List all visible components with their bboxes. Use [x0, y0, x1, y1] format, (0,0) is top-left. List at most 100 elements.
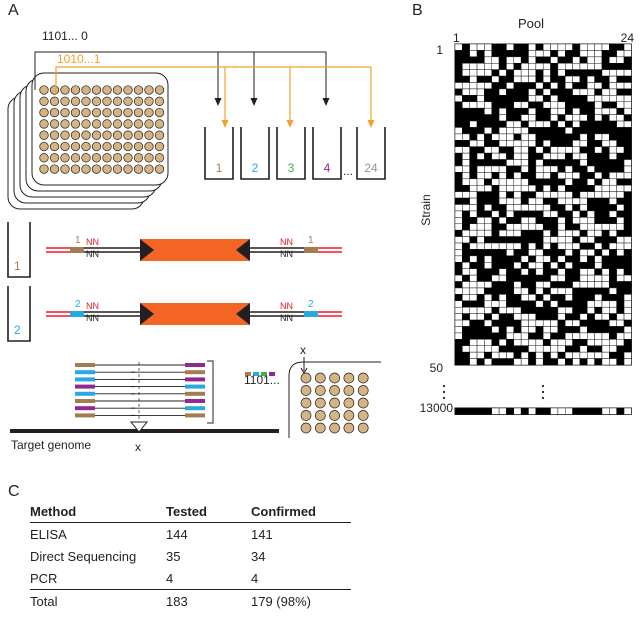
matrix-cell	[601, 69, 610, 77]
matrix-cell	[550, 114, 559, 122]
matrix-cell	[506, 178, 515, 186]
plate-well	[133, 130, 144, 140]
matrix-cell	[506, 287, 515, 295]
plate-well	[112, 153, 123, 163]
matrix-cell	[579, 69, 588, 77]
matrix-cell	[579, 172, 588, 180]
matrix-cell	[520, 281, 529, 289]
matrix-cell	[535, 223, 544, 231]
matrix-cell	[557, 351, 566, 359]
matrix-cell	[609, 268, 617, 276]
matrix-cell	[550, 339, 559, 346]
matrix-cell	[616, 326, 625, 334]
matrix-cell	[535, 82, 544, 90]
matrix-cell	[498, 178, 507, 186]
matrix-cell	[491, 242, 500, 250]
matrix-cell	[565, 332, 573, 340]
matrix-cell	[469, 75, 478, 83]
barcode-segment	[70, 311, 84, 317]
matrix-cell	[565, 120, 573, 128]
plate-well	[112, 141, 123, 152]
small-plate-well	[314, 410, 326, 421]
matrix-cell	[498, 332, 507, 340]
matrix-cell	[520, 140, 529, 147]
matrix-cell	[572, 140, 581, 147]
matrix-cell	[542, 69, 551, 77]
matrix-cell	[579, 50, 588, 58]
matrix-cell	[528, 184, 537, 192]
matrix-cell	[594, 242, 603, 250]
matrix-cell	[469, 268, 478, 276]
matrix-cell	[491, 274, 500, 282]
matrix-cell	[557, 120, 566, 128]
pool-tube-label: 3	[288, 161, 295, 175]
plate-well	[102, 153, 112, 163]
matrix-cell	[462, 146, 470, 154]
matrix-cell	[579, 159, 588, 167]
matrix-cell	[623, 101, 632, 109]
plate-well	[133, 164, 144, 174]
matrix-cell	[565, 255, 573, 263]
matrix-cell	[579, 146, 588, 154]
matrix-cell	[513, 133, 522, 141]
matrix-cell	[572, 172, 581, 180]
matrix-cell	[462, 172, 470, 180]
matrix-cell	[462, 294, 470, 302]
read-barcode-right	[185, 370, 205, 375]
matrix-cell	[498, 294, 507, 302]
matrix-cell	[542, 204, 551, 212]
matrix-cell	[506, 306, 515, 314]
nn-label: NN	[86, 237, 99, 247]
matrix-cell	[587, 281, 595, 289]
matrix-cell	[506, 50, 515, 58]
matrix-cell	[601, 339, 610, 346]
matrix-cell	[594, 319, 603, 327]
matrix-cell	[454, 345, 463, 353]
matrix-cell	[484, 82, 492, 90]
small-plate-wells	[300, 372, 369, 434]
matrix-cell	[528, 287, 537, 295]
matrix-cell	[484, 300, 492, 308]
matrix-cell	[616, 281, 625, 289]
matrix-cell	[476, 351, 485, 359]
matrix-cell	[491, 101, 500, 109]
barcode-label: 1	[75, 235, 81, 246]
matrix-cell	[616, 133, 625, 141]
plate-well	[154, 130, 165, 140]
matrix-cell	[462, 281, 470, 289]
matrix-cell	[557, 191, 566, 199]
matrix-cell	[484, 165, 492, 173]
matrix-cell	[469, 249, 478, 257]
matrix-cell	[557, 294, 566, 302]
matrix-cell	[557, 165, 566, 173]
plate-well	[154, 85, 165, 95]
matrix-cell	[469, 242, 478, 250]
matrix-cell	[572, 75, 581, 83]
matrix-cell	[557, 114, 566, 122]
matrix-cell	[572, 50, 581, 58]
table-row: Direct Sequencing 35 34	[30, 545, 351, 567]
matrix-cell	[609, 172, 617, 180]
matrix-cell	[491, 306, 500, 314]
matrix-cell	[528, 326, 537, 334]
matrix-cell	[498, 50, 507, 58]
matrix-cell	[462, 339, 470, 346]
matrix-cell	[528, 223, 537, 231]
matrix-cell	[535, 120, 544, 128]
matrix-cell	[513, 229, 522, 237]
matrix-cell	[462, 120, 470, 128]
matrix-cell	[601, 107, 610, 115]
table-total-row: Total 183 179 (98%)	[30, 589, 351, 612]
matrix-cell	[601, 82, 610, 90]
matrix-cell	[462, 229, 470, 237]
matrix-cell	[609, 332, 617, 340]
matrix-cell	[520, 133, 529, 141]
matrix-cell	[476, 133, 485, 141]
matrix-cell	[587, 50, 595, 58]
matrix-cell	[498, 43, 507, 51]
matrix-cell	[557, 287, 566, 295]
plate-well	[112, 130, 123, 140]
matrix-cell	[454, 159, 463, 167]
matrix-cell	[506, 332, 515, 340]
matrix-cell	[550, 223, 559, 231]
